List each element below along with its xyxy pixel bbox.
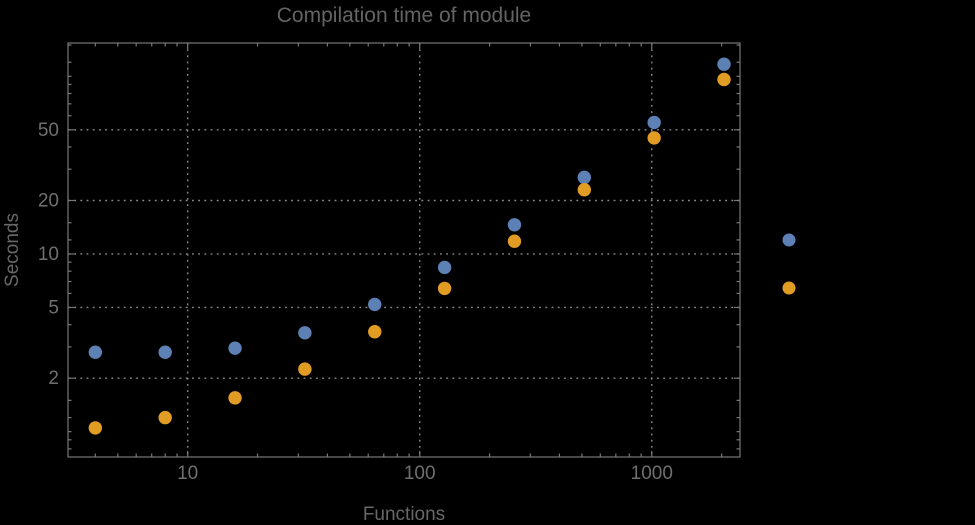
plot-frame bbox=[67, 42, 741, 458]
data-point-blue-series bbox=[647, 115, 661, 130]
x-tick-label: 10 bbox=[177, 463, 198, 484]
y-tick-label: 20 bbox=[38, 191, 59, 212]
y-tick-label: 50 bbox=[38, 120, 59, 141]
data-point-blue-series bbox=[368, 297, 382, 312]
data-point-orange-series bbox=[228, 391, 242, 405]
data-point-blue-series bbox=[228, 341, 242, 355]
axis-ticks bbox=[68, 43, 740, 457]
data-point-orange-series bbox=[577, 183, 592, 197]
y-tick-label: 5 bbox=[48, 297, 59, 318]
data-point-blue-series bbox=[507, 218, 522, 232]
data-points bbox=[88, 57, 731, 435]
y-axis-label: Seconds bbox=[2, 213, 23, 287]
data-point-blue-series bbox=[298, 326, 312, 340]
data-point-orange-series bbox=[437, 281, 452, 296]
tick-labels: 10 100 1000 2 5 10 20 50 bbox=[38, 120, 673, 484]
data-point-orange-series bbox=[298, 362, 312, 376]
legend bbox=[782, 233, 796, 295]
data-point-blue-series bbox=[437, 260, 452, 275]
frame-border bbox=[67, 42, 741, 458]
data-point-blue-series bbox=[88, 345, 103, 359]
data-point-orange-series bbox=[717, 72, 731, 87]
y-tick-label: 10 bbox=[38, 244, 59, 265]
data-point-orange-series bbox=[88, 421, 103, 435]
data-point-orange-series bbox=[368, 325, 382, 339]
x-tick-label: 1000 bbox=[631, 463, 673, 484]
y-tick-label: 2 bbox=[48, 368, 59, 389]
chart-title: Compilation time of module bbox=[277, 4, 531, 27]
data-point-orange-series bbox=[647, 131, 661, 145]
data-point-blue-series bbox=[158, 345, 172, 359]
data-point-blue-series bbox=[577, 170, 592, 185]
legend-marker-1 bbox=[782, 281, 796, 295]
x-axis-label: Functions bbox=[363, 504, 445, 525]
data-point-orange-series bbox=[507, 234, 522, 248]
data-point-orange-series bbox=[158, 410, 172, 425]
x-tick-label: 100 bbox=[404, 463, 436, 484]
gridlines bbox=[68, 43, 740, 457]
data-point-blue-series bbox=[717, 57, 731, 71]
legend-marker-0 bbox=[782, 233, 796, 247]
